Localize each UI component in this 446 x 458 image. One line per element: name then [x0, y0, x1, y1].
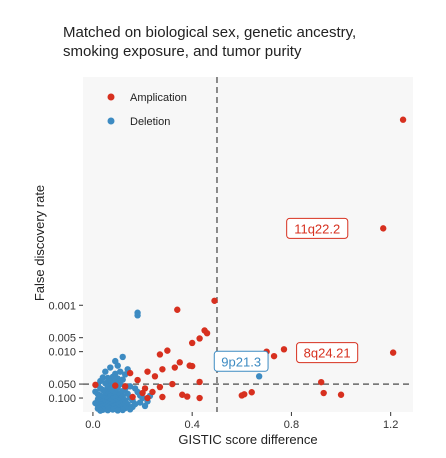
data-point — [337, 391, 345, 398]
callout-label: 11q22.2 — [294, 221, 340, 236]
data-point — [134, 376, 141, 384]
legend: Amplication Deletion — [107, 92, 187, 128]
data-point — [92, 381, 99, 389]
data-point — [104, 407, 112, 414]
data-point — [159, 366, 166, 373]
legend-label: Amplication — [130, 92, 187, 104]
data-point — [141, 402, 149, 410]
callout-box — [286, 217, 349, 239]
data-point — [188, 339, 196, 347]
chart-title-line-1: Matched on biological sex, genetic ances… — [63, 24, 356, 41]
data-point — [248, 389, 255, 396]
data-point — [102, 368, 109, 375]
y-tick-label: 0.001 — [48, 300, 76, 312]
data-point — [320, 389, 327, 397]
data-point — [186, 362, 193, 369]
x-axis-title: GISTIC score difference — [178, 432, 317, 447]
x-tick-label: 0.0 — [85, 419, 100, 431]
callout-box — [296, 342, 359, 364]
data-point — [171, 364, 179, 371]
data-point — [156, 351, 164, 358]
data-point — [184, 393, 191, 400]
data-points — [92, 116, 407, 414]
data-point — [97, 407, 104, 414]
data-point — [280, 346, 288, 353]
y-axis-title: False discovery rate — [32, 185, 47, 301]
x-tick-label: 0.8 — [284, 419, 299, 431]
data-point — [238, 392, 245, 399]
x-tick-label: 1.2 — [383, 419, 398, 431]
data-point — [144, 394, 151, 402]
data-point — [317, 378, 325, 386]
legend-key — [107, 117, 115, 125]
y-tick-label: 0.100 — [48, 393, 76, 405]
data-point — [119, 406, 126, 414]
callout-label: 9p21.3 — [221, 354, 261, 369]
data-point — [126, 369, 134, 377]
data-point — [399, 116, 407, 123]
data-point — [389, 349, 397, 356]
data-point — [201, 327, 208, 334]
data-point — [211, 297, 218, 304]
y-tick-label: 0.005 — [48, 333, 76, 345]
callouts: 11q22.2 8q24.21 9p21.3 — [213, 217, 359, 372]
data-point — [164, 347, 171, 354]
y-tick-label: 0.050 — [48, 379, 76, 391]
data-point — [121, 383, 129, 390]
data-point — [126, 383, 134, 390]
data-point — [149, 388, 156, 396]
x-axis-ticks: 0.0 0.4 0.8 1.2 — [85, 412, 398, 431]
data-point — [121, 371, 129, 378]
data-point — [117, 368, 124, 375]
callout-label: 8q24.21 — [304, 346, 351, 361]
callout: 8q24.21 — [296, 342, 359, 364]
threshold-lines — [83, 77, 413, 412]
data-point — [196, 394, 203, 402]
data-point — [169, 380, 176, 388]
data-point — [136, 399, 144, 406]
data-point — [196, 335, 203, 342]
data-point — [139, 389, 146, 397]
x-tick-label: 0.4 — [185, 419, 200, 431]
data-point — [107, 364, 114, 371]
data-point — [112, 382, 119, 389]
data-point — [134, 312, 141, 319]
data-point — [196, 378, 203, 386]
data-point — [119, 353, 126, 361]
data-point — [109, 406, 116, 413]
data-point — [255, 373, 263, 380]
data-point — [144, 368, 151, 375]
data-point — [179, 391, 186, 398]
data-point — [270, 352, 278, 360]
callout: 11q22.2 — [286, 217, 349, 239]
data-point — [114, 362, 121, 369]
data-point — [176, 359, 183, 366]
callout: 9p21.3 — [213, 350, 269, 372]
data-point — [129, 393, 136, 401]
data-point — [159, 393, 166, 401]
data-point — [174, 306, 181, 313]
data-point — [126, 406, 134, 413]
y-tick-label: 0.010 — [48, 347, 76, 359]
legend-key — [107, 93, 115, 101]
data-point — [380, 225, 387, 232]
data-point — [114, 407, 121, 414]
legend-label: Deletion — [130, 116, 170, 128]
callout-box — [213, 350, 269, 372]
chart-title-line-2: smoking exposure, and tumor purity — [63, 43, 302, 60]
data-point — [156, 383, 164, 391]
y-axis-ticks: 0.001 0.005 0.010 0.050 0.100 — [48, 300, 83, 405]
data-point — [151, 373, 159, 380]
